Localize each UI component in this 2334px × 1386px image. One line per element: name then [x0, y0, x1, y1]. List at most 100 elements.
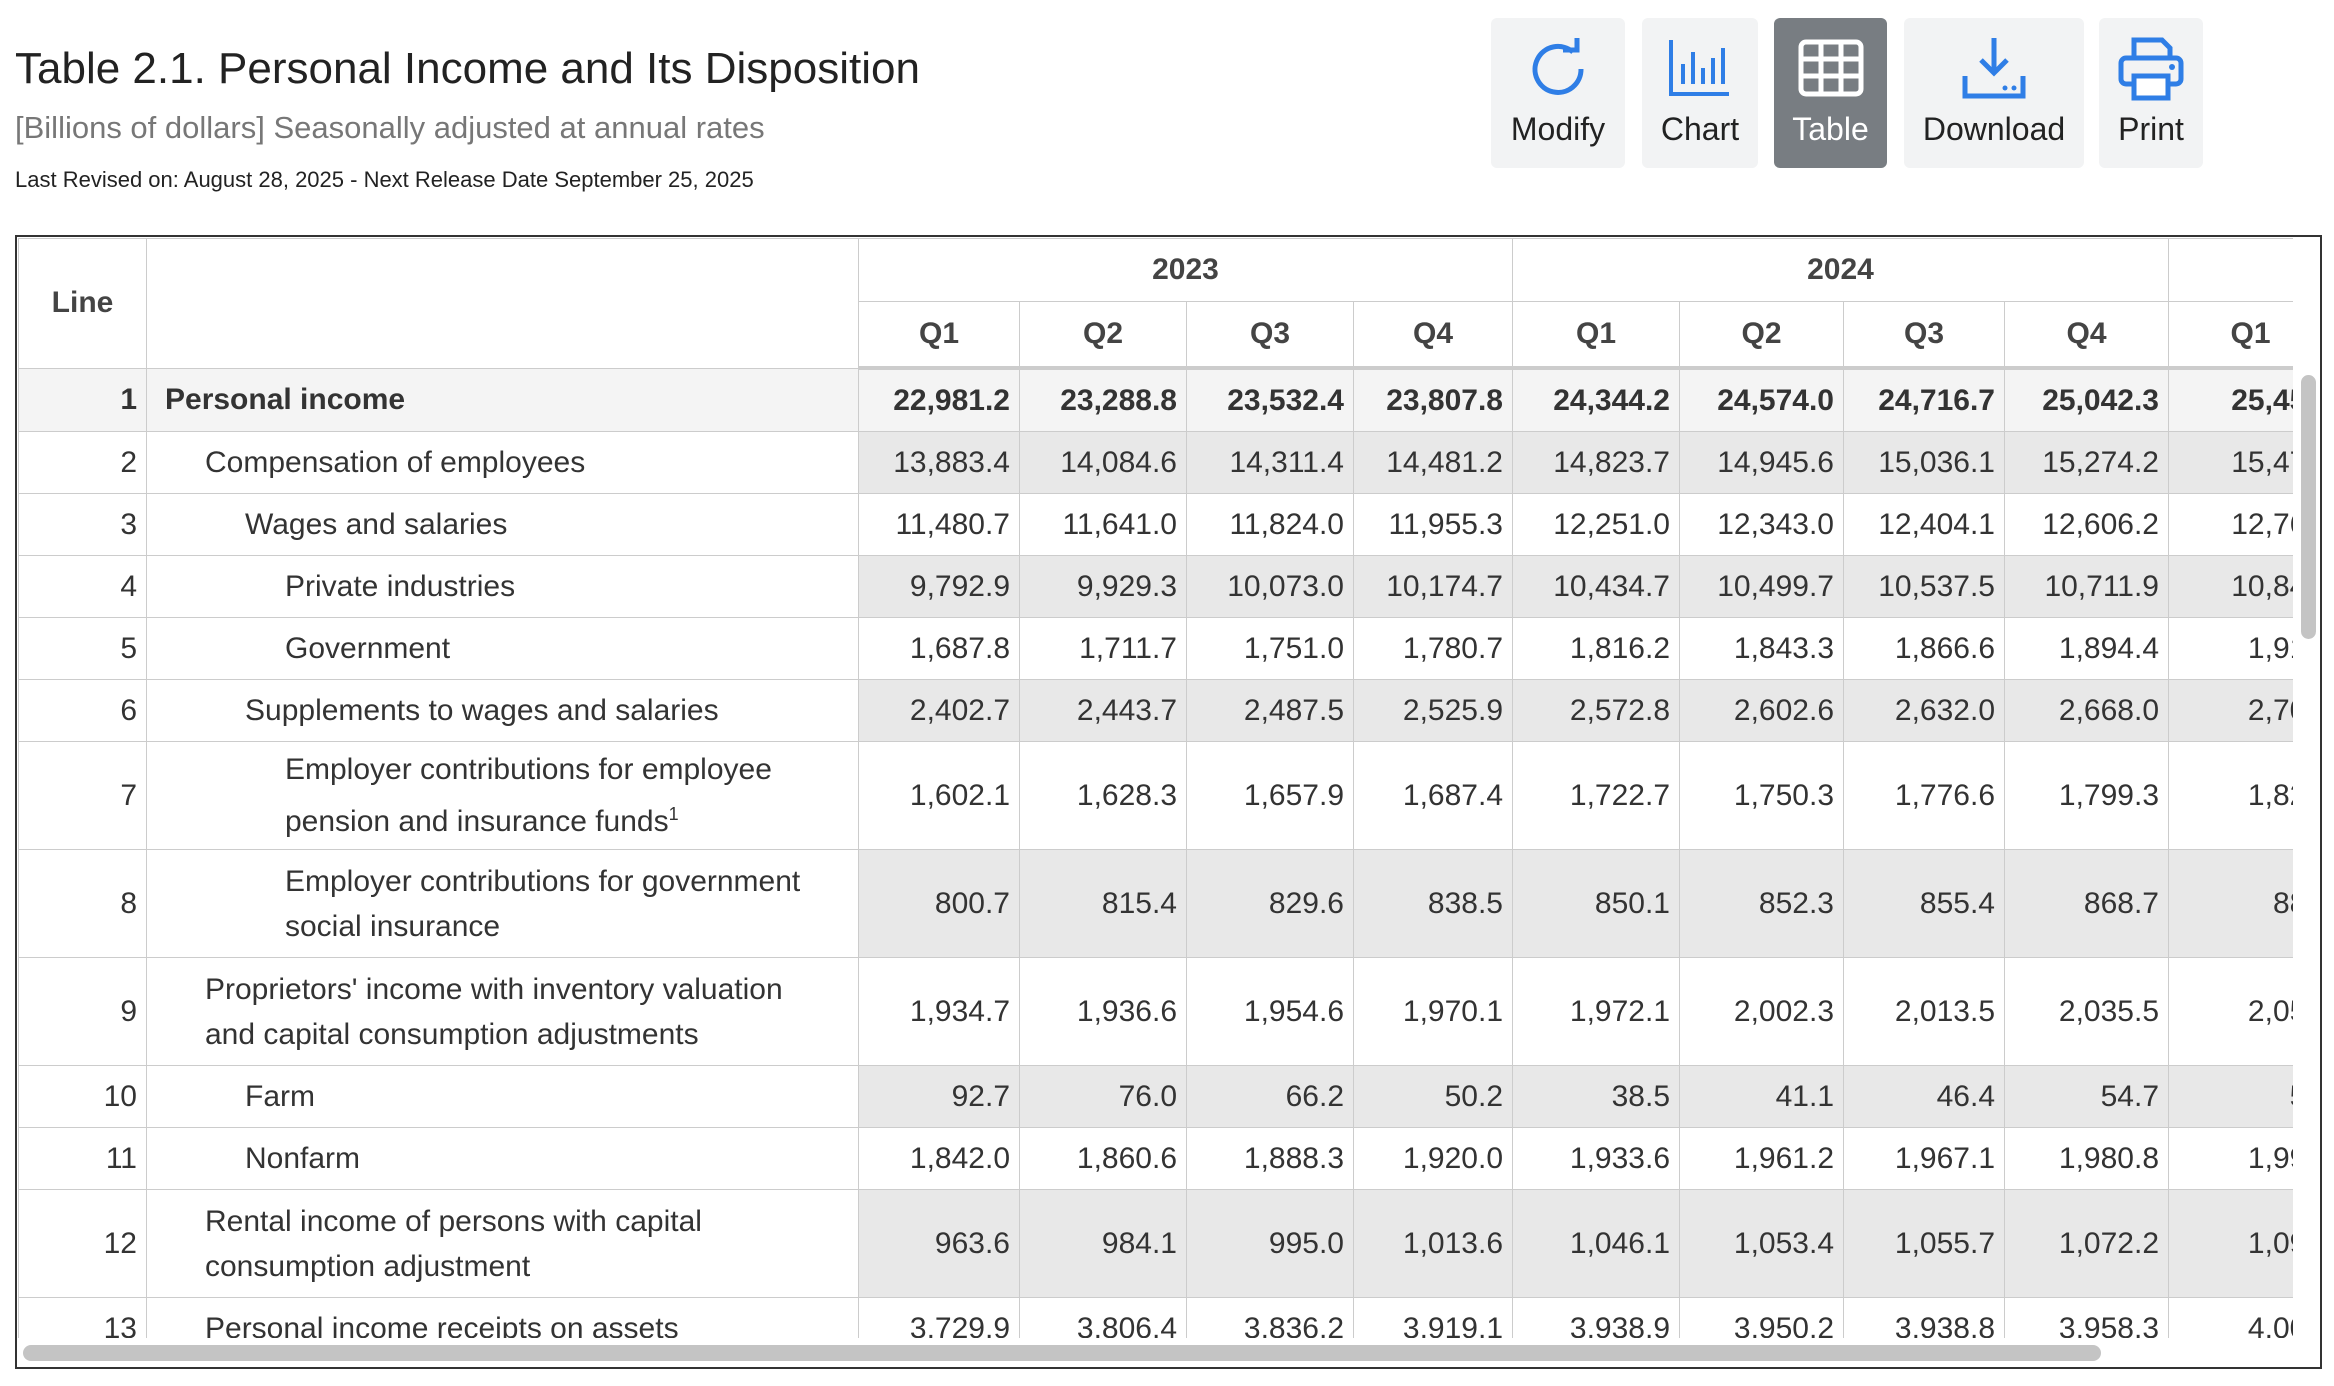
value-cell: 11,824.0 — [1186, 493, 1354, 556]
value-cell: 2,053 — [2168, 957, 2293, 1066]
value-cell: 14,084.6 — [1019, 431, 1187, 494]
value-cell: 1,722.7 — [1512, 741, 1680, 850]
value-cell: 12,404.1 — [1843, 493, 2005, 556]
year-header: 2024 — [1512, 238, 2169, 302]
value-cell: 10,849 — [2168, 555, 2293, 618]
value-cell: 2,709 — [2168, 679, 2293, 742]
value-cell: 1,934.7 — [858, 957, 1020, 1066]
value-cell: 3,958.3 — [2004, 1297, 2169, 1338]
download-button[interactable]: Download — [1904, 18, 2084, 168]
modify-button[interactable]: Modify — [1491, 18, 1625, 168]
quarter-header: Q4 — [2004, 301, 2169, 370]
year-header — [2168, 238, 2293, 302]
value-cell: 15,274.2 — [2004, 431, 2169, 494]
row-label-text: Personal income — [165, 383, 406, 417]
value-cell: 25,042.3 — [2004, 367, 2169, 432]
value-cell: 1,920.0 — [1353, 1127, 1513, 1190]
value-cell: 1,657.9 — [1186, 741, 1354, 850]
value-cell: 1,961.2 — [1679, 1127, 1844, 1190]
page-title: Table 2.1. Personal Income and Its Dispo… — [15, 44, 920, 93]
row-label-text: Nonfarm — [245, 1142, 361, 1175]
value-cell: 2,013.5 — [1843, 957, 2005, 1066]
row-label-text: Government — [285, 632, 451, 665]
row-label: Supplements to wages and salaries — [146, 679, 859, 742]
value-cell: 3,729.9 — [858, 1297, 1020, 1338]
row-label-text: Personal income receipts on assets — [205, 1312, 679, 1338]
table-row: 6 Supplements to wages and salaries 2,402.… — [18, 679, 2293, 742]
row-label: Rental income of persons with capital co… — [146, 1189, 859, 1298]
value-cell: 11,641.0 — [1019, 493, 1187, 556]
value-cell: 54.7 — [2004, 1065, 2169, 1128]
value-cell: 1,997 — [2168, 1127, 2293, 1190]
value-cell: 2,402.7 — [858, 679, 1020, 742]
value-cell: 1,780.7 — [1353, 617, 1513, 680]
value-cell: 14,945.6 — [1679, 431, 1844, 494]
value-cell: 1,091 — [2168, 1189, 2293, 1298]
value-cell: 38.5 — [1512, 1065, 1680, 1128]
table-button[interactable]: Table — [1774, 18, 1887, 168]
row-label-text: Employer contributions for government so… — [285, 864, 801, 943]
value-cell: 2,035.5 — [2004, 957, 2169, 1066]
value-cell: 1,687.4 — [1353, 741, 1513, 850]
value-cell: 66.2 — [1186, 1065, 1354, 1128]
value-cell: 1,750.3 — [1679, 741, 1844, 850]
table-row: 7 Employer contributions for employee pen… — [18, 741, 2293, 850]
table-viewport: Line 2023 2024 Q1 Q2 Q3 Q4 Q1 Q2 Q3 Q4 Q1 1 Personal… — [18, 238, 2293, 1338]
value-cell: 852.3 — [1679, 849, 1844, 958]
horizontal-scrollbar[interactable] — [23, 1345, 2101, 1361]
value-cell: 12,606.2 — [2004, 493, 2169, 556]
value-cell: 25,450 — [2168, 367, 2293, 432]
value-cell: 1,970.1 — [1353, 957, 1513, 1066]
row-label-text: Compensation of employees — [205, 446, 586, 479]
value-cell: 1,046.1 — [1512, 1189, 1680, 1298]
value-cell: 2,525.9 — [1353, 679, 1513, 742]
value-cell: 10,499.7 — [1679, 555, 1844, 618]
row-label: Employer contributions for government so… — [146, 849, 859, 958]
row-label-text: Supplements to wages and salaries — [245, 694, 719, 727]
row-label-text: Employer contributions for employee pens… — [285, 753, 772, 838]
value-cell: 2,487.5 — [1186, 679, 1354, 742]
value-cell: 1,711.7 — [1019, 617, 1187, 680]
value-cell: 22,981.2 — [858, 367, 1020, 432]
line-number: 11 — [18, 1127, 147, 1190]
line-number: 9 — [18, 957, 147, 1066]
value-cell: 1,751.0 — [1186, 617, 1354, 680]
value-cell: 10,434.7 — [1512, 555, 1680, 618]
value-cell: 76.0 — [1019, 1065, 1187, 1128]
quarter-header: Q3 — [1843, 301, 2005, 370]
row-label-text: Wages and salaries — [245, 508, 508, 541]
print-button[interactable]: Print — [2099, 18, 2203, 168]
value-cell: 1,842.0 — [858, 1127, 1020, 1190]
line-header: Line — [18, 238, 147, 369]
value-cell: 10,537.5 — [1843, 555, 2005, 618]
value-cell: 4,007 — [2168, 1297, 2293, 1338]
year-header: 2023 — [858, 238, 1513, 302]
row-label: Private industries — [146, 555, 859, 618]
value-cell: 2,002.3 — [1679, 957, 1844, 1066]
row-label: Employer contributions for employee pens… — [146, 741, 859, 850]
value-cell: 1,888.3 — [1186, 1127, 1354, 1190]
value-cell: 838.5 — [1353, 849, 1513, 958]
value-cell: 868.7 — [2004, 849, 2169, 958]
value-cell: 11,480.7 — [858, 493, 1020, 556]
value-cell: 995.0 — [1186, 1189, 1354, 1298]
value-cell: 984.1 — [1019, 1189, 1187, 1298]
value-cell: 3,919.1 — [1353, 1297, 1513, 1338]
value-cell: 46.4 — [1843, 1065, 2005, 1128]
quarter-header: Q2 — [1679, 301, 1844, 370]
data-table: Line 2023 2024 Q1 Q2 Q3 Q4 Q1 Q2 Q3 Q4 Q1 1 Personal… — [18, 238, 2293, 1338]
vertical-scrollbar[interactable] — [2301, 375, 2316, 639]
value-cell: 1,799.3 — [2004, 741, 2169, 850]
value-cell: 23,532.4 — [1186, 367, 1354, 432]
value-cell: 1,055.7 — [1843, 1189, 2005, 1298]
chart-button[interactable]: Chart — [1642, 18, 1758, 168]
line-number: 8 — [18, 849, 147, 958]
table-icon — [1798, 39, 1863, 97]
value-cell: 92.7 — [858, 1065, 1020, 1128]
table-row: 4 Private industries 9,792.9 9,929.3 10,073.… — [18, 555, 2293, 618]
quarter-header: Q3 — [1186, 301, 1354, 370]
value-cell: 41.1 — [1679, 1065, 1844, 1128]
value-cell: 1,628.3 — [1019, 741, 1187, 850]
button-label: Table — [1792, 111, 1869, 147]
